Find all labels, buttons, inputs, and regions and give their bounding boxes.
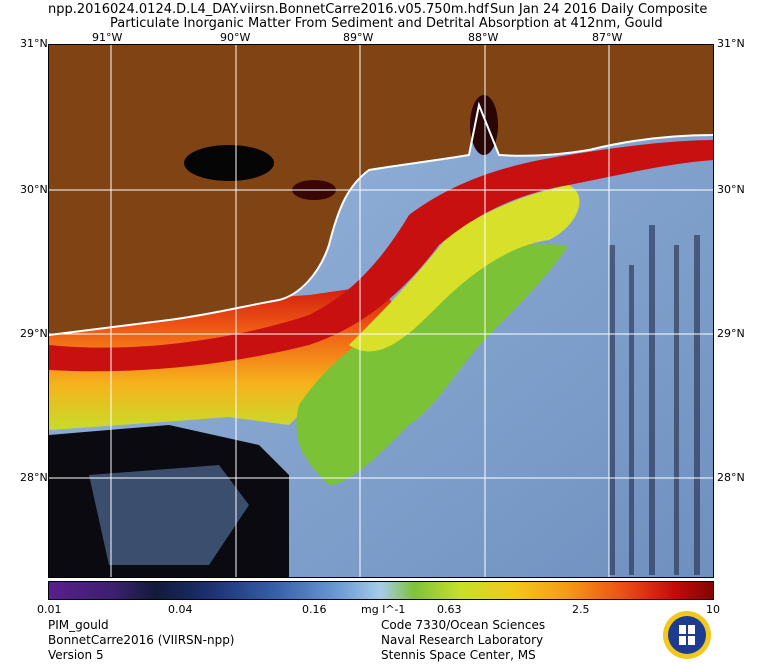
- lat-label-29n-left: 29°N: [20, 327, 48, 340]
- scale-label-0.63: 0.63: [437, 603, 462, 616]
- lat-label-31n-left: 31°N: [20, 37, 48, 50]
- lake-pontchartrain: [184, 145, 274, 181]
- scale-min-label: 0.01: [37, 603, 62, 616]
- org-code: Code 7330/Ocean Sciences: [381, 618, 546, 632]
- scan-stripes: [609, 225, 700, 575]
- product-name: PIM_gould: [48, 618, 109, 632]
- org-location: Stennis Space Center, MS: [381, 648, 536, 662]
- plume-yellow: [349, 185, 580, 352]
- cloud-patch-sw-speckle: [89, 465, 249, 565]
- lon-label-91w: 91°W: [92, 31, 123, 44]
- lat-label-30n-left: 30°N: [20, 183, 48, 196]
- scale-units: mg l^-1: [361, 603, 406, 616]
- coastal-red-band: [49, 140, 713, 372]
- mississippi-plume: [296, 244, 569, 485]
- lat-label-30n-right: 30°N: [717, 183, 745, 196]
- lon-label-90w: 90°W: [220, 31, 251, 44]
- lon-label-89w: 89°W: [343, 31, 374, 44]
- lon-label-88w: 88°W: [468, 31, 499, 44]
- lat-label-28n-right: 28°N: [717, 471, 745, 484]
- scale-label-0.04: 0.04: [168, 603, 193, 616]
- lon-label-87w: 87°W: [592, 31, 623, 44]
- lat-label-28n-left: 28°N: [20, 471, 48, 484]
- scale-label-2.5: 2.5: [572, 603, 590, 616]
- org-name: Naval Research Laboratory: [381, 633, 544, 647]
- map-title: Particulate Inorganic Matter From Sedime…: [110, 16, 663, 31]
- land-mass: [49, 45, 713, 335]
- lat-label-31n-right: 31°N: [717, 37, 745, 50]
- graticule: [49, 45, 713, 577]
- nrl-seal-icon: [663, 611, 711, 659]
- lat-label-29n-right: 29°N: [717, 327, 745, 340]
- scale-label-0.16: 0.16: [302, 603, 327, 616]
- coastline: [49, 101, 713, 336]
- color-scale-bar: [48, 581, 714, 600]
- version-label: Version 5: [48, 648, 104, 662]
- composite-date: Sun Jan 24 2016 Daily Composite: [490, 2, 708, 17]
- file-name: npp.2016024.0124.D.L4_DAY.viirsn.BonnetC…: [48, 2, 489, 17]
- scale-max-label: 10: [706, 603, 720, 616]
- region-name: BonnetCarre2016 (VIIRSN-npp): [48, 633, 235, 647]
- satellite-map[interactable]: [48, 44, 714, 578]
